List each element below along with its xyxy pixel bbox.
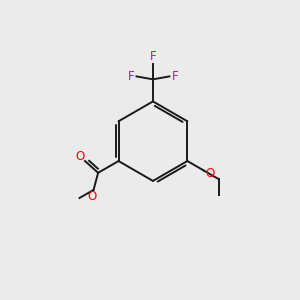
Text: O: O [87,190,97,202]
Text: F: F [128,70,134,83]
Text: O: O [76,150,85,163]
Text: F: F [150,50,156,63]
Text: F: F [172,70,178,83]
Text: O: O [205,167,214,180]
